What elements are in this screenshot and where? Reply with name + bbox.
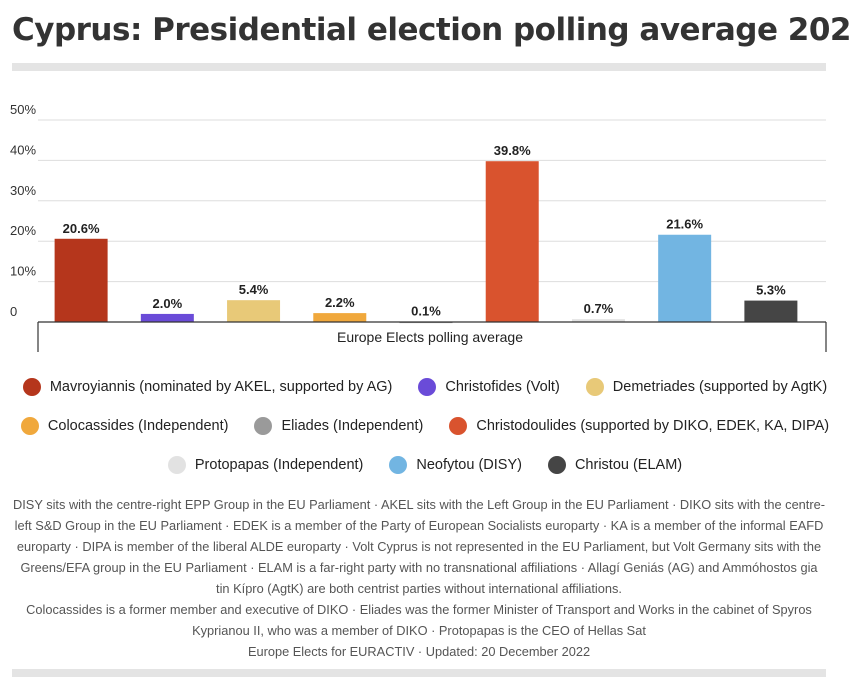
- bottom-divider: [12, 669, 826, 677]
- legend-item: Christou (ELAM): [547, 456, 683, 474]
- footnotes: DISY sits with the centre-right EPP Grou…: [12, 494, 826, 662]
- data-label: 2.2%: [325, 295, 355, 310]
- bar: [54, 238, 108, 322]
- legend-swatch: [22, 378, 41, 396]
- legend-item: Colocassides (Independent): [20, 417, 229, 435]
- legend-swatch: [389, 456, 408, 474]
- y-tick-label: 0: [10, 304, 17, 319]
- x-axis-label: Europe Elects polling average: [337, 329, 523, 345]
- footnote-affiliations: DISY sits with the centre-right EPP Grou…: [13, 497, 825, 596]
- legend-item: Neofytou (DISY): [389, 456, 522, 474]
- legend-label: Christodoulides (supported by DIKO, EDEK…: [476, 418, 830, 434]
- bar: [485, 161, 539, 322]
- legend-item: Christofides (Volt): [418, 378, 560, 396]
- legend-swatch: [20, 417, 39, 435]
- bar: [658, 234, 712, 322]
- bar-chart: 0 10% 20% 30% 40% 50% 20.6% 2.0% 5.4% 2.2% 0.1% 39.…: [10, 102, 827, 352]
- footnote-candidates: Colocassides is a former member and exec…: [26, 602, 812, 638]
- legend-item: Demetriades (supported by AgtK): [585, 378, 828, 396]
- legend-label: Eliades (Independent): [281, 418, 424, 434]
- data-label: 5.3%: [756, 283, 786, 298]
- legend-swatch: [585, 378, 604, 396]
- data-label: 20.6%: [63, 221, 100, 236]
- legend-item: Mavroyiannis (nominated by AKEL, support…: [22, 378, 393, 396]
- legend-swatch: [547, 456, 566, 474]
- y-tick-label: 50%: [10, 102, 36, 117]
- legend-item: Christodoulides (supported by DIKO, EDEK…: [449, 417, 829, 435]
- legend-swatch: [167, 456, 186, 474]
- legend-swatch: [254, 417, 273, 435]
- bar: [744, 300, 798, 322]
- legend-row-3: Protopapas (Independent) Neofytou (DISY) C…: [0, 456, 850, 474]
- legend-label: Christofides (Volt): [445, 379, 560, 395]
- data-label: 21.6%: [666, 217, 703, 232]
- title-divider: [12, 63, 826, 71]
- y-tick-label: 30%: [10, 183, 36, 198]
- bar: [313, 313, 367, 322]
- legend-row-2: Colocassides (Independent) Eliades (Indep…: [0, 417, 850, 435]
- bar: [571, 319, 625, 322]
- legend-swatch: [449, 417, 468, 435]
- y-tick-label: 20%: [10, 223, 36, 238]
- legend-swatch: [418, 378, 437, 396]
- bar: [140, 313, 194, 322]
- legend-label: Neofytou (DISY): [416, 457, 522, 473]
- bar: [227, 300, 281, 322]
- y-tick-label: 40%: [10, 142, 36, 157]
- data-label: 5.4%: [239, 282, 269, 297]
- legend-row-1: Mavroyiannis (nominated by AKEL, support…: [0, 378, 850, 396]
- legend-label: Protopapas (Independent): [194, 457, 364, 473]
- legend-label: Mavroyiannis (nominated by AKEL, support…: [49, 379, 393, 395]
- footnote-source: Europe Elects for EURACTIV · Updated: 20…: [247, 644, 591, 659]
- y-tick-label: 10%: [10, 264, 36, 279]
- legend-item: Protopapas (Independent): [167, 456, 364, 474]
- chart-title: Cyprus: Presidential election polling av…: [12, 12, 850, 48]
- data-label: 39.8%: [494, 143, 531, 158]
- legend-label: Christou (ELAM): [574, 457, 683, 473]
- legend-label: Colocassides (Independent): [47, 418, 229, 434]
- legend-label: Demetriades (supported by AgtK): [612, 379, 828, 395]
- data-label: 0.1%: [411, 304, 441, 319]
- data-label: 2.0%: [153, 296, 183, 311]
- data-label: 0.7%: [584, 301, 614, 316]
- legend-item: Eliades (Independent): [254, 417, 423, 435]
